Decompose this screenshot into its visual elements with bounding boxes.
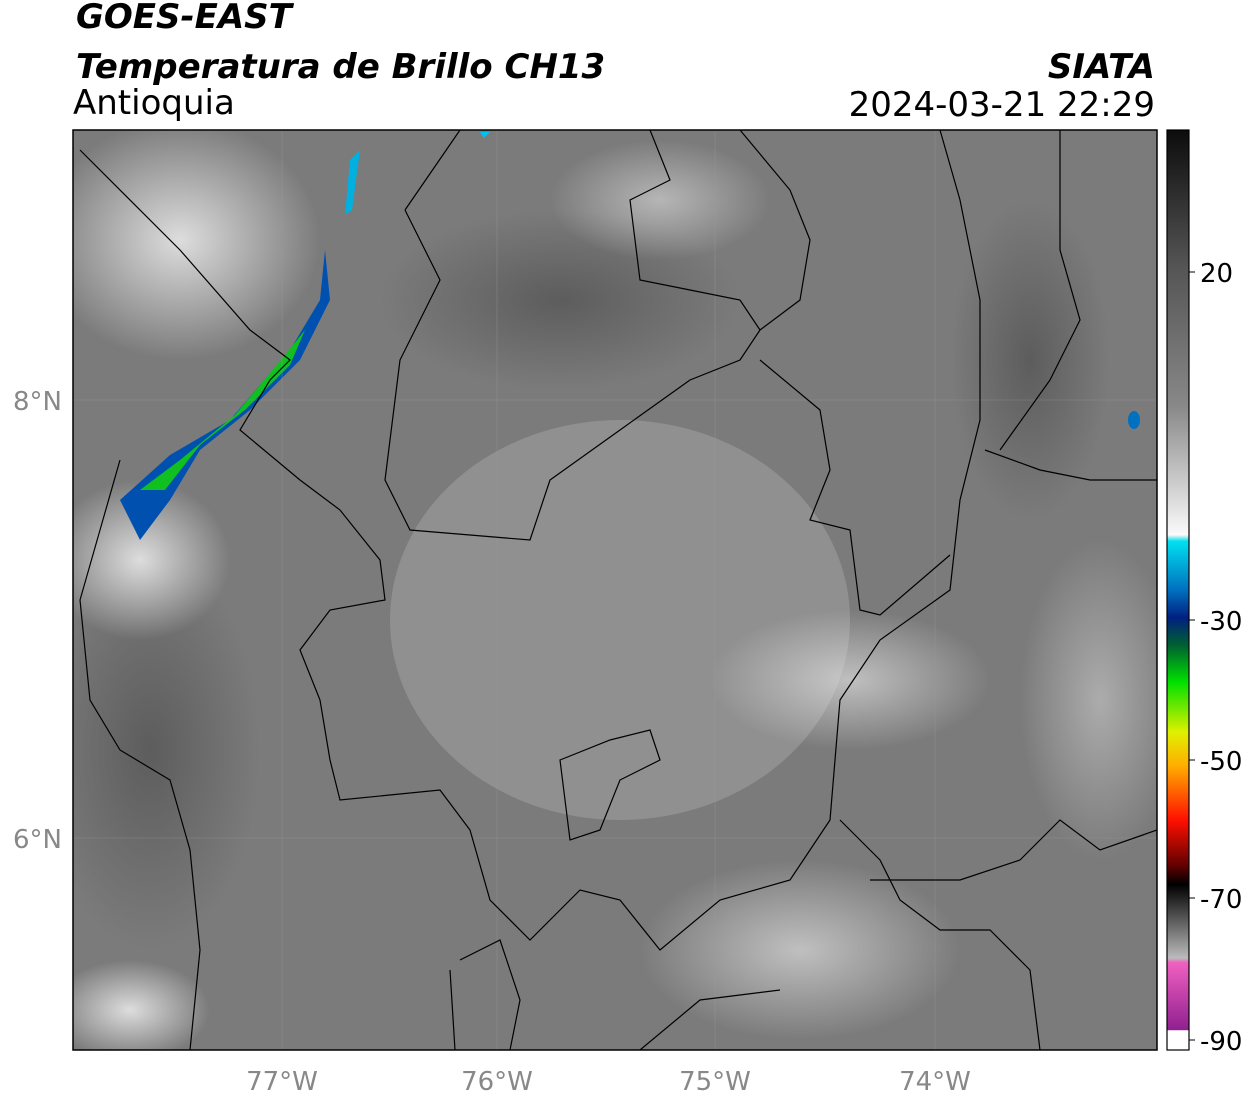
datetime: 2024-03-21 22:29 <box>849 85 1155 125</box>
lon-label: 77°W <box>246 1067 318 1097</box>
colorbar-label: -70 <box>1200 885 1242 915</box>
graticule <box>73 130 1157 1050</box>
region: Antioquia <box>73 83 235 123</box>
lon-label: 75°W <box>679 1067 751 1097</box>
subtitle: Temperatura de Brillo CH13 <box>76 47 605 87</box>
lon-label: 76°W <box>461 1067 533 1097</box>
map-frame <box>72 129 1158 1051</box>
borders <box>79 130 1157 1050</box>
title: GOES-EAST <box>76 0 295 37</box>
colorbar <box>1166 129 1190 1051</box>
colorbar-ticks <box>1189 271 1195 1041</box>
colorbar-label: -30 <box>1200 607 1242 637</box>
colorbar-label: -90 <box>1200 1027 1242 1057</box>
lat-label: 8°N <box>13 387 62 417</box>
lat-label: 6°N <box>13 825 62 855</box>
satellite-image <box>73 130 1157 1050</box>
colorbar-label: 20 <box>1200 259 1233 289</box>
colorbar-label: -50 <box>1200 747 1242 777</box>
source: SIATA <box>1048 47 1155 87</box>
lon-label: 74°W <box>899 1067 971 1097</box>
